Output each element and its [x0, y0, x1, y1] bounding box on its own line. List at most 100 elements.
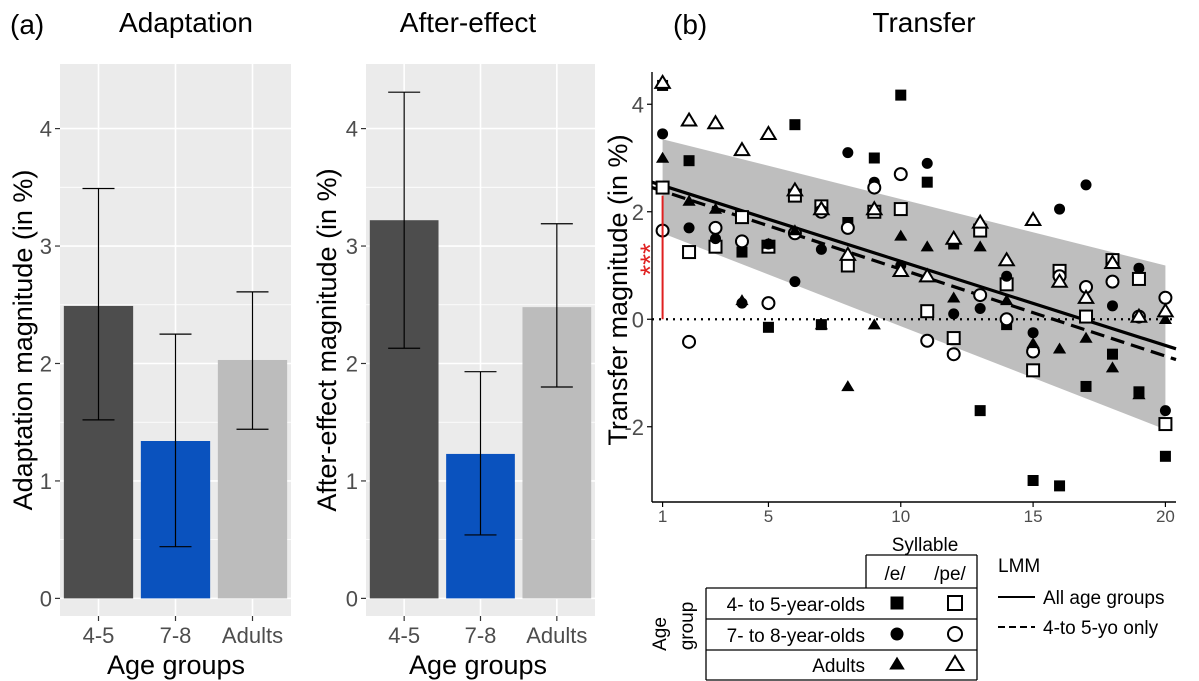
syllable-header: Syllable	[892, 535, 959, 556]
after-effect-x-axis-label: Age groups	[409, 650, 547, 680]
point-triangle-filled	[1052, 342, 1067, 354]
point-square-open	[1026, 363, 1041, 378]
adaptation-error-bars	[82, 187, 269, 548]
point-triangle-filled	[814, 318, 828, 330]
transfer-x-tick-label: 15	[1024, 507, 1043, 526]
after-effect-y-tick-label: 3	[346, 234, 358, 259]
point-square-filled	[895, 89, 907, 101]
point-triangle-open	[653, 73, 672, 89]
adaptation-y-tick-label: 0	[40, 586, 52, 611]
transfer-significance-marker: ***	[635, 195, 666, 320]
syllable-pe-header: /pe/	[934, 564, 966, 585]
adaptation-y-tick-label: 3	[40, 234, 52, 259]
point-circle-filled	[948, 308, 960, 320]
point-circle-filled	[683, 222, 695, 234]
panel-label-a: (a)	[10, 9, 44, 40]
after-effect-x-tick-labels: 4-5 7-8 Adults	[388, 616, 587, 648]
point-square-filled	[789, 119, 801, 131]
point-triangle-filled	[761, 237, 776, 249]
point-circle-open	[1158, 290, 1173, 305]
transfer-y-tick-label: 0	[632, 307, 644, 332]
point-circle-open	[946, 347, 961, 362]
point-triangle-open	[918, 267, 937, 283]
age-header-line2: group	[677, 602, 698, 651]
point-triangle-open	[785, 181, 804, 197]
point-triangle-open	[971, 213, 990, 229]
lmm-item-all: All age groups	[1043, 588, 1164, 609]
after-effect-y-axis-label: After-effect magnitude (in %)	[312, 168, 342, 511]
adaptation-x-tick-label: 7-8	[160, 623, 192, 648]
legend-group-adults: Adults	[812, 656, 865, 677]
point-triangle-filled	[735, 294, 749, 306]
point-triangle-filled	[1132, 388, 1146, 400]
point-triangle-open	[1077, 288, 1095, 304]
point-square-open	[946, 331, 961, 346]
point-triangle-filled	[947, 291, 961, 303]
legend-triangle-open-icon	[944, 654, 966, 671]
adaptation-y-tick-labels: 0 1 2 3 4	[40, 117, 60, 611]
point-circle-filled	[789, 276, 801, 288]
adaptation-y-tick-label: 4	[40, 117, 52, 142]
point-circle-open	[734, 234, 749, 249]
point-square-open	[920, 304, 935, 319]
point-triangle-filled	[867, 318, 881, 330]
after-effect-y-tick-labels: 0 1 2 3 4	[346, 117, 366, 611]
point-square-open	[893, 202, 908, 217]
transfer-title: Transfer	[872, 7, 975, 38]
after-effect-y-tick-label: 0	[346, 586, 358, 611]
point-triangle-open	[812, 200, 831, 216]
adaptation-x-axis-label: Age groups	[107, 650, 245, 680]
point-circle-open	[682, 334, 697, 349]
after-effect-x-tick-label: 7-8	[465, 623, 497, 648]
point-circle-filled	[710, 233, 722, 245]
point-triangle-filled	[655, 151, 670, 163]
adaptation-y-tick-label: 2	[40, 351, 52, 376]
transfer-x-tick-label: 20	[1156, 507, 1175, 526]
transfer-x-tick-label: 1	[658, 507, 667, 526]
adaptation-x-tick-labels: 4-5 7-8 Adults	[83, 616, 283, 648]
point-square-filled	[921, 176, 933, 188]
point-triangle-open	[1050, 272, 1069, 288]
after-effect-y-tick-label: 1	[346, 469, 358, 494]
transfer-y-tick-labels: -2 0 2 4	[624, 92, 652, 440]
transfer-y-axis-label: Transfer magnitude (in %)	[603, 134, 633, 445]
point-circle-filled	[1080, 179, 1092, 191]
point-square-open	[734, 210, 749, 225]
point-triangle-filled	[1158, 312, 1173, 324]
point-square-filled	[1027, 475, 1039, 486]
legend-square-filled-icon	[890, 596, 904, 610]
point-square-open	[1158, 417, 1173, 432]
point-circle-filled	[1027, 327, 1039, 339]
point-square-filled	[974, 405, 986, 417]
age-header-line1: Age	[650, 617, 671, 651]
point-triangle-open	[838, 245, 857, 261]
point-triangle-filled	[1026, 337, 1040, 349]
symbol-legend	[705, 554, 978, 681]
adaptation-y-axis-label: Adaptation magnitude (in %)	[8, 170, 38, 511]
point-circle-filled	[1106, 300, 1118, 312]
point-triangle-open	[733, 141, 751, 157]
point-square-filled	[762, 321, 774, 333]
legend-symbols	[889, 595, 966, 671]
point-circle-filled	[1159, 405, 1171, 417]
significance-stars: ***	[635, 243, 666, 276]
point-circle-filled	[815, 243, 827, 255]
point-circle-open	[1105, 274, 1120, 289]
point-triangle-filled	[894, 229, 908, 241]
adaptation-y-tick-label: 1	[40, 469, 52, 494]
transfer-y-tick-label: -2	[624, 415, 644, 440]
after-effect-y-tick-label: 4	[346, 117, 358, 142]
transfer-x-tick-labels: 1 5 10 15 20	[658, 502, 1175, 526]
after-effect-error-bars	[388, 91, 573, 536]
point-square-open	[1131, 271, 1146, 286]
legend-group-7-8: 7- to 8-year-olds	[727, 626, 865, 647]
transfer-axes	[651, 72, 1176, 503]
transfer-y-tick-label: 2	[632, 200, 644, 225]
legend-circle-open-icon	[947, 626, 963, 642]
point-triangle-filled	[1079, 331, 1093, 343]
point-circle-filled	[974, 303, 986, 314]
legend-group-4-5: 4- to 5-year-olds	[727, 595, 865, 616]
point-triangle-open	[865, 200, 884, 216]
point-triangle-filled	[841, 380, 855, 392]
